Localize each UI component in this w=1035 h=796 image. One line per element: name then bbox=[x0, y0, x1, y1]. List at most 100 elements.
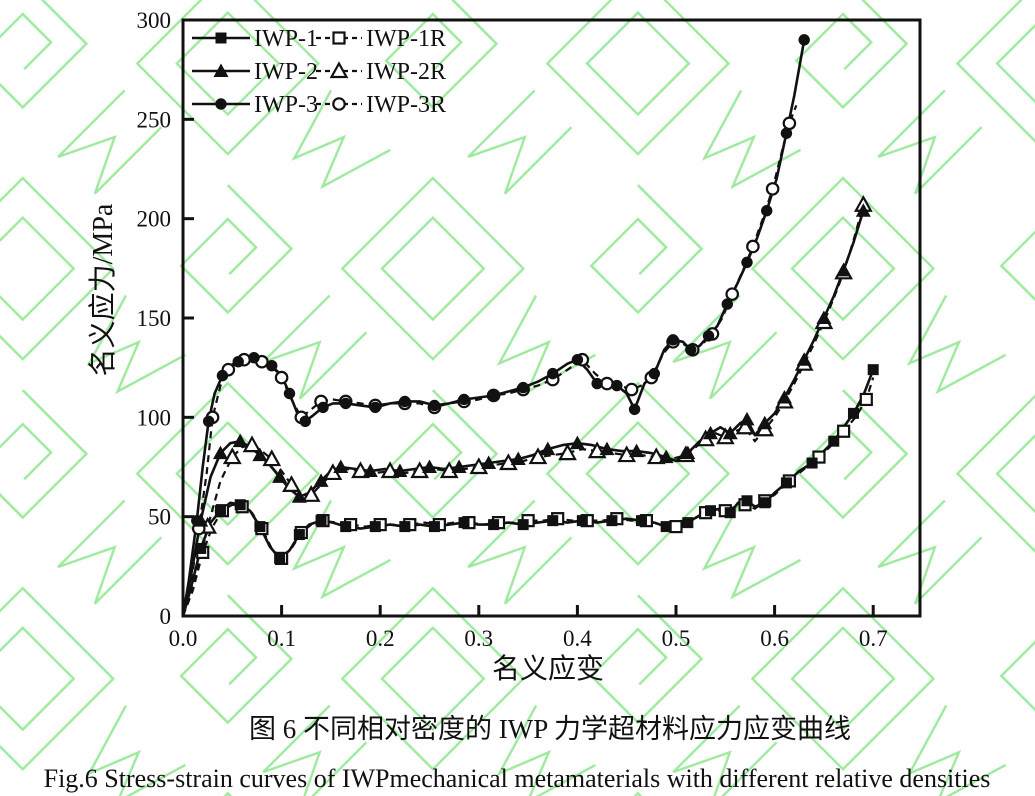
legend: IWP-1 IWP-1R IWP-2 IWP-2R IWP-3 IWP-3R bbox=[192, 26, 446, 118]
filled-triangle-marker-icon bbox=[362, 463, 378, 477]
filled-circle-marker-icon bbox=[517, 381, 529, 394]
x-tick-label: 0.5 bbox=[662, 626, 691, 651]
legend-label-IWP-2: IWP-2 bbox=[254, 59, 318, 85]
filled-triangle-marker-icon bbox=[816, 310, 832, 324]
y-tick-label: 50 bbox=[148, 505, 171, 530]
filled-triangle-marker-icon bbox=[722, 425, 738, 440]
filled-circle-marker-icon bbox=[232, 356, 244, 368]
filled-triangle-marker-icon bbox=[481, 455, 497, 470]
filled-square-marker-icon bbox=[780, 477, 792, 489]
filled-circle-marker-icon bbox=[339, 397, 352, 410]
filled-circle-marker-icon bbox=[611, 379, 623, 392]
open-triangle-marker-icon bbox=[735, 417, 755, 435]
filled-square-marker-icon bbox=[576, 515, 588, 527]
filled-square-marker-icon bbox=[315, 515, 327, 527]
filled-square-marker-icon bbox=[488, 519, 500, 531]
filled-circle-marker-icon bbox=[458, 393, 470, 406]
filled-square-marker-icon bbox=[705, 505, 717, 517]
open-triangle-marker-icon bbox=[301, 485, 321, 502]
legend-label-IWP-3R: IWP-3R bbox=[366, 92, 446, 118]
open-triangle-marker-icon bbox=[222, 447, 242, 465]
open-circle-marker-icon bbox=[725, 287, 740, 301]
y-axis-ticks bbox=[183, 18, 194, 618]
filled-square-marker-icon bbox=[759, 497, 771, 509]
x-tick-label: 0.6 bbox=[760, 626, 789, 651]
filled-square-marker-icon bbox=[741, 495, 753, 507]
x-tick-label: 0.2 bbox=[366, 626, 395, 651]
filled-square-marker-icon bbox=[274, 552, 286, 564]
open-triangle-marker-icon bbox=[410, 461, 430, 479]
filled-circle-marker-icon bbox=[648, 367, 661, 380]
filled-circle-marker-icon bbox=[216, 369, 229, 382]
y-tick-label: 150 bbox=[137, 306, 172, 331]
x-tick-label: 0.7 bbox=[859, 626, 888, 651]
filled-square-marker-icon bbox=[724, 507, 736, 519]
x-tick-label: 0.0 bbox=[169, 626, 198, 651]
filled-square-marker-icon bbox=[806, 457, 818, 469]
open-triangle-marker-icon bbox=[469, 457, 489, 475]
open-triangle-marker-icon bbox=[282, 475, 301, 492]
filled-triangle-marker-icon bbox=[333, 459, 349, 473]
open-square-marker-icon bbox=[859, 392, 873, 407]
x-tick-label: 0.1 bbox=[267, 626, 296, 651]
filled-circle-marker-icon bbox=[761, 205, 773, 217]
filled-triangle-marker-icon bbox=[451, 459, 467, 473]
filled-circle-marker-icon bbox=[317, 401, 329, 414]
filled-square-marker-icon bbox=[517, 519, 529, 531]
open-circle-marker-icon bbox=[332, 97, 346, 111]
filled-triangle-marker-icon bbox=[739, 411, 755, 426]
filled-circle-marker-icon bbox=[428, 399, 441, 412]
x-tick-label: 0.3 bbox=[464, 626, 493, 651]
filled-circle-marker-icon bbox=[191, 514, 203, 527]
filled-square-marker-icon bbox=[458, 517, 470, 529]
filled-circle-marker-icon bbox=[283, 387, 296, 400]
filled-square-marker-icon bbox=[867, 364, 879, 376]
y-axis-tick-labels: 0 50 100 150 200 250 300 bbox=[137, 8, 172, 629]
y-tick-label: 250 bbox=[137, 107, 172, 132]
filled-triangle-marker-icon bbox=[422, 459, 437, 473]
filled-circle-marker-icon bbox=[215, 98, 227, 110]
filled-triangle-marker-icon bbox=[629, 443, 645, 458]
filled-triangle-marker-icon bbox=[213, 63, 229, 77]
filled-triangle-marker-icon bbox=[569, 435, 585, 450]
filled-triangle-marker-icon bbox=[757, 415, 773, 430]
x-axis-tick-labels: 0.0 0.1 0.2 0.3 0.4 0.5 0.6 0.7 bbox=[169, 626, 888, 651]
open-circle-marker-icon bbox=[746, 239, 760, 254]
filled-triangle-marker-icon bbox=[510, 451, 526, 466]
filled-circle-marker-icon bbox=[780, 127, 793, 139]
open-triangle-marker-icon bbox=[646, 447, 666, 465]
filled-circle-marker-icon bbox=[798, 34, 810, 46]
legend-row: IWP-3 IWP-3R bbox=[192, 92, 446, 118]
legend-label-IWP-1: IWP-1 bbox=[254, 26, 318, 52]
x-axis-label: 名义应变 bbox=[492, 653, 604, 685]
filled-triangle-marker-icon bbox=[776, 389, 792, 404]
filled-circle-marker-icon bbox=[591, 377, 603, 390]
legend-row: IWP-1 IWP-1R bbox=[192, 26, 446, 52]
filled-circle-marker-icon bbox=[685, 344, 697, 356]
filled-square-marker-icon bbox=[828, 435, 840, 447]
filled-triangle-marker-icon bbox=[252, 447, 268, 462]
open-triangle-marker-icon bbox=[528, 447, 548, 465]
open-square-marker-icon bbox=[812, 450, 826, 464]
filled-circle-marker-icon bbox=[369, 401, 381, 414]
open-circle-marker-icon bbox=[274, 370, 289, 385]
open-triangle-marker-icon bbox=[329, 61, 349, 79]
caption-english: Fig.6 Stress-strain curves of IWPmechani… bbox=[44, 764, 991, 793]
filled-circle-marker-icon bbox=[547, 367, 559, 380]
open-triangle-marker-icon bbox=[351, 461, 370, 479]
filled-triangle-marker-icon bbox=[855, 203, 871, 217]
y-tick-label: 300 bbox=[137, 8, 172, 33]
filled-circle-marker-icon bbox=[667, 334, 679, 346]
filled-triangle-marker-icon bbox=[836, 262, 852, 277]
caption-chinese: 图 6 不同相对密度的 IWP 力学超材料应力应变曲线 bbox=[249, 714, 851, 744]
filled-circle-marker-icon bbox=[702, 330, 715, 342]
filled-circle-marker-icon bbox=[721, 298, 733, 310]
filled-square-marker-icon bbox=[428, 521, 440, 533]
filled-square-marker-icon bbox=[195, 542, 207, 554]
filled-square-marker-icon bbox=[547, 515, 559, 527]
filled-circle-marker-icon bbox=[266, 359, 278, 372]
filled-triangle-marker-icon bbox=[599, 441, 615, 456]
open-circle-marker-icon bbox=[600, 376, 614, 391]
